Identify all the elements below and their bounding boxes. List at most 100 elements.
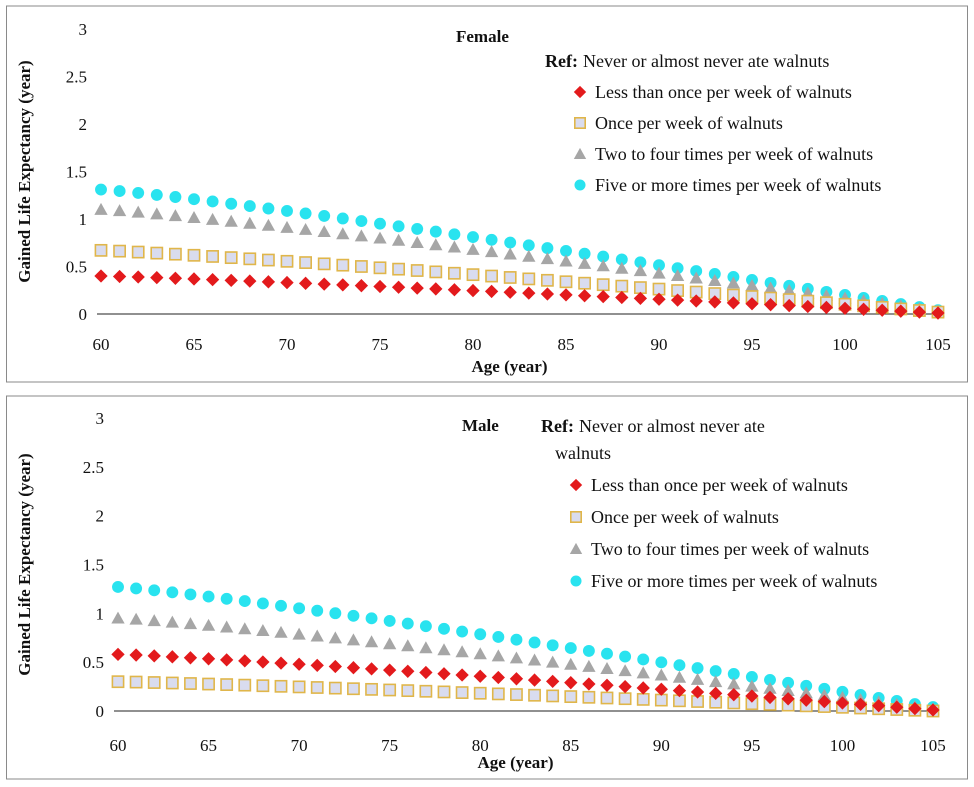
data-point-square <box>202 677 215 691</box>
y-tick-label: 2.5 <box>66 68 87 87</box>
legend-item-label: Once per week of walnuts <box>595 113 783 133</box>
data-point-triangle <box>564 657 578 670</box>
data-point-diamond <box>447 283 462 297</box>
data-point-diamond <box>546 674 560 689</box>
data-point-circle <box>615 253 628 266</box>
data-point-triangle <box>600 662 614 675</box>
data-point-diamond <box>419 665 433 680</box>
x-tick-label: 105 <box>925 335 951 354</box>
data-point-circle <box>560 244 572 257</box>
data-point-triangle <box>466 242 480 255</box>
legend-marker-square <box>569 511 582 524</box>
y-tick-label: 0 <box>96 702 105 721</box>
x-tick-label: 95 <box>744 335 761 354</box>
data-point-circle <box>597 250 610 263</box>
data-point-circle <box>522 239 535 252</box>
data-point-diamond <box>238 654 252 668</box>
data-point-circle <box>281 204 293 217</box>
data-point-circle <box>188 193 200 206</box>
data-point-diamond <box>618 679 632 694</box>
data-point-square <box>615 279 629 293</box>
data-point-triangle <box>280 220 294 233</box>
legend-ref-text: Never or almost never ate walnuts <box>583 51 829 71</box>
data-point-circle <box>637 653 650 666</box>
data-point-triangle <box>111 611 125 624</box>
data-point-square <box>410 264 424 277</box>
data-point-circle <box>113 185 126 198</box>
data-point-diamond <box>600 678 614 692</box>
data-point-diamond <box>726 296 741 310</box>
data-point-triangle <box>455 645 469 658</box>
data-point-circle <box>169 191 182 203</box>
data-point-square <box>184 677 197 690</box>
x-tick-label: 100 <box>830 736 856 755</box>
x-tick-label: 65 <box>200 736 217 755</box>
data-point-square <box>447 266 461 280</box>
data-point-triangle <box>205 212 220 225</box>
data-point-circle <box>800 679 813 692</box>
data-point-square <box>150 246 164 260</box>
data-point-diamond <box>328 659 342 674</box>
data-point-triangle <box>94 202 108 215</box>
data-point-circle <box>419 620 432 633</box>
legend-marker-triangle <box>569 542 583 554</box>
data-point-triangle <box>503 247 517 260</box>
data-point-triangle <box>689 271 703 284</box>
data-point-triangle <box>708 274 722 286</box>
data-point-triangle <box>781 684 795 697</box>
data-point-circle <box>202 590 215 603</box>
data-point-diamond <box>652 292 666 306</box>
data-point-circle <box>243 200 256 213</box>
data-point-diamond <box>220 653 234 667</box>
data-point-square <box>618 692 632 706</box>
data-point-diamond <box>799 693 813 707</box>
data-point-circle <box>429 225 442 238</box>
data-point-diamond <box>94 269 108 283</box>
y-tick-label: 0 <box>79 305 88 324</box>
series-circle <box>112 581 939 714</box>
y-tick-label: 2.5 <box>83 458 104 477</box>
data-point-circle <box>401 617 414 630</box>
data-point-square <box>633 281 647 295</box>
data-point-square <box>165 676 179 690</box>
data-point-circle <box>690 265 703 278</box>
data-point-circle <box>95 183 107 196</box>
data-point-triangle <box>745 278 759 291</box>
legend-marker-circle <box>570 575 582 587</box>
data-point-square <box>113 244 126 258</box>
data-point-triangle <box>310 629 324 642</box>
data-point-circle <box>112 581 124 593</box>
data-point-diamond <box>111 647 125 662</box>
series-diamond <box>111 647 940 717</box>
legend-item-label: Two to four times per week of walnuts <box>595 144 873 164</box>
x-tick-label: 75 <box>372 335 389 354</box>
legend-item-label: Five or more times per week of walnuts <box>591 571 877 591</box>
data-point-square <box>528 688 541 702</box>
data-point-circle <box>456 625 469 638</box>
series-circle <box>95 183 944 317</box>
data-point-square <box>419 684 433 698</box>
data-point-diamond <box>484 284 499 299</box>
data-point-square <box>220 678 234 691</box>
data-point-diamond <box>872 699 886 713</box>
data-point-triangle <box>238 622 252 635</box>
data-point-diamond <box>817 694 831 709</box>
data-point-circle <box>347 609 360 622</box>
data-point-triangle <box>473 647 487 660</box>
data-point-diamond <box>509 672 524 686</box>
y-tick-label: 1 <box>96 604 105 623</box>
y-axis-title: Gained Life Expectancy (year) <box>15 60 34 282</box>
data-point-square <box>559 275 573 289</box>
data-point-circle <box>510 633 523 646</box>
x-tick-label: 70 <box>291 736 308 755</box>
x-axis-title: Age (year) <box>478 753 554 772</box>
data-point-circle <box>365 612 378 625</box>
data-point-circle <box>392 220 405 233</box>
data-point-square <box>596 278 610 292</box>
data-point-square <box>256 679 270 693</box>
data-point-diamond <box>781 692 795 706</box>
data-point-diamond <box>112 269 127 284</box>
x-tick-label: 100 <box>832 335 858 354</box>
data-point-square <box>347 682 360 696</box>
data-point-triangle <box>201 618 216 631</box>
